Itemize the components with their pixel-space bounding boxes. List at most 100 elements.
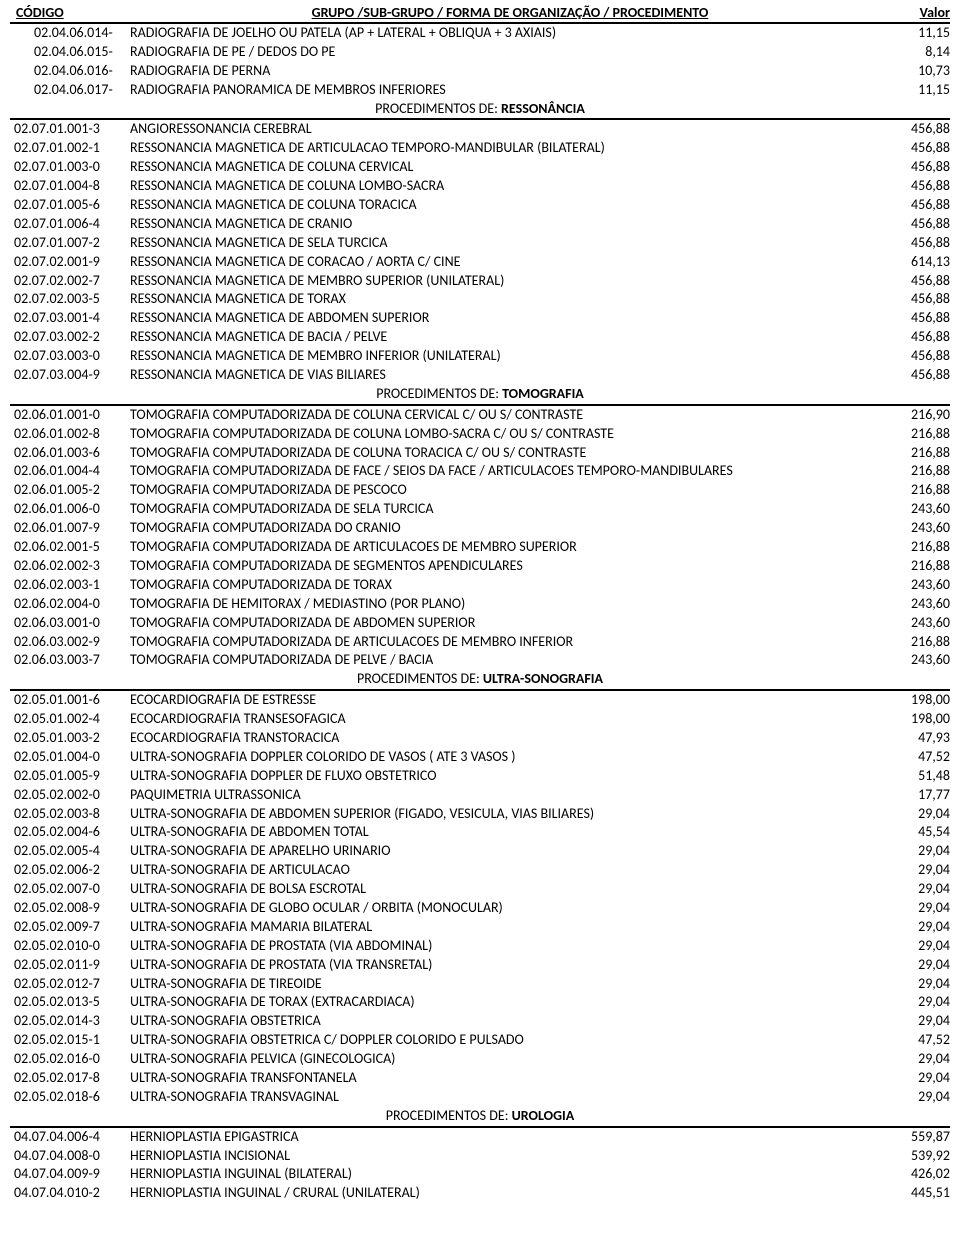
cell-desc: TOMOGRAFIA COMPUTADORIZADA DE PELVE / BA…: [130, 651, 890, 670]
table-row: 02.04.06.017-RADIOGRAFIA PANORAMICA DE M…: [10, 81, 950, 100]
table-row: 02.05.02.011-9ULTRA-SONOGRAFIA DE PROSTA…: [10, 956, 950, 975]
table-row: 02.04.06.015-RADIOGRAFIA DE PE / DEDOS D…: [10, 43, 950, 62]
cell-desc: ECOCARDIOGRAFIA TRANSTORACICA: [130, 729, 890, 748]
cell-value: 216,88: [890, 425, 950, 444]
table-row: 02.05.02.005-4ULTRA-SONOGRAFIA DE APAREL…: [10, 842, 950, 861]
cell-value: 29,04: [890, 1069, 950, 1088]
cell-desc: TOMOGRAFIA COMPUTADORIZADA DE COLUNA LOM…: [130, 425, 890, 444]
cell-code: 02.05.02.007-0: [10, 880, 130, 899]
cell-value: 29,04: [890, 880, 950, 899]
cell-code: 02.06.02.004-0: [10, 595, 130, 614]
cell-desc: RESSONANCIA MAGNETICA DE ABDOMEN SUPERIO…: [130, 309, 890, 328]
cell-value: 243,60: [890, 500, 950, 519]
cell-code: 02.06.02.002-3: [10, 557, 130, 576]
cell-code: 02.05.02.017-8: [10, 1069, 130, 1088]
cell-desc: HERNIOPLASTIA INGUINAL / CRURAL (UNILATE…: [130, 1184, 890, 1203]
cell-code: 02.05.02.010-0: [10, 937, 130, 956]
cell-code: 02.06.03.003-7: [10, 651, 130, 670]
cell-code: 02.07.02.003-5: [10, 290, 130, 309]
table-row: 02.07.01.006-4RESSONANCIA MAGNETICA DE C…: [10, 215, 950, 234]
table-row: 02.07.01.007-2RESSONANCIA MAGNETICA DE S…: [10, 234, 950, 253]
section-title-prefix: PROCEDIMENTOS DE:: [375, 100, 501, 117]
cell-value: 456,88: [890, 196, 950, 215]
table-row: 02.05.02.016-0ULTRA-SONOGRAFIA PELVICA (…: [10, 1050, 950, 1069]
cell-desc: ULTRA-SONOGRAFIA OBSTETRICA C/ DOPPLER C…: [130, 1031, 890, 1050]
cell-value: 456,88: [890, 272, 950, 291]
cell-value: 216,88: [890, 538, 950, 557]
cell-desc: RADIOGRAFIA PANORAMICA DE MEMBROS INFERI…: [130, 81, 890, 100]
cell-value: 243,60: [890, 651, 950, 670]
table-row: 02.05.02.015-1ULTRA-SONOGRAFIA OBSTETRIC…: [10, 1031, 950, 1050]
table-row: 02.06.01.001-0TOMOGRAFIA COMPUTADORIZADA…: [10, 406, 950, 425]
cell-code: 02.06.02.001-5: [10, 538, 130, 557]
cell-desc: TOMOGRAFIA COMPUTADORIZADA DE TORAX: [130, 576, 890, 595]
table-row: 04.07.04.006-4HERNIOPLASTIA EPIGASTRICA5…: [10, 1128, 950, 1147]
section-title: PROCEDIMENTOS DE: RESSONÂNCIA: [10, 100, 950, 119]
table-row: 02.07.03.002-2RESSONANCIA MAGNETICA DE B…: [10, 328, 950, 347]
cell-code: 02.05.02.003-8: [10, 805, 130, 824]
section-title-name: UROLOGIA: [512, 1107, 575, 1124]
section-title: PROCEDIMENTOS DE: ULTRA-SONOGRAFIA: [10, 670, 950, 689]
cell-desc: ULTRA-SONOGRAFIA DE PROSTATA (VIA TRANSR…: [130, 956, 890, 975]
cell-value: 11,15: [890, 24, 950, 43]
table-row: 02.07.03.004-9RESSONANCIA MAGNETICA DE V…: [10, 366, 950, 385]
cell-desc: TOMOGRAFIA COMPUTADORIZADA DE COLUNA TOR…: [130, 444, 890, 463]
table-row: 02.07.01.002-1RESSONANCIA MAGNETICA DE A…: [10, 139, 950, 158]
cell-desc: ULTRA-SONOGRAFIA DE ABDOMEN SUPERIOR (FI…: [130, 805, 890, 824]
cell-value: 11,15: [890, 81, 950, 100]
section-title: PROCEDIMENTOS DE: TOMOGRAFIA: [10, 385, 950, 404]
table-row: 02.06.01.002-8TOMOGRAFIA COMPUTADORIZADA…: [10, 425, 950, 444]
table-row: 02.05.02.009-7ULTRA-SONOGRAFIA MAMARIA B…: [10, 918, 950, 937]
cell-value: 198,00: [890, 691, 950, 710]
cell-value: 29,04: [890, 956, 950, 975]
cell-code: 02.05.01.002-4: [10, 710, 130, 729]
table-row: 02.07.02.002-7RESSONANCIA MAGNETICA DE M…: [10, 272, 950, 291]
cell-value: 198,00: [890, 710, 950, 729]
cell-code: 02.07.01.007-2: [10, 234, 130, 253]
cell-value: 29,04: [890, 805, 950, 824]
cell-value: 539,92: [890, 1147, 950, 1166]
cell-value: 47,52: [890, 748, 950, 767]
cell-desc: ULTRA-SONOGRAFIA PELVICA (GINECOLOGICA): [130, 1050, 890, 1069]
cell-value: 456,88: [890, 139, 950, 158]
cell-code: 02.05.02.004-6: [10, 823, 130, 842]
cell-value: 29,04: [890, 899, 950, 918]
cell-value: 456,88: [890, 234, 950, 253]
table-header: CÓDIGO GRUPO /SUB-GRUPO / FORMA DE ORGAN…: [10, 4, 950, 24]
cell-value: 456,88: [890, 177, 950, 196]
cell-code: 02.06.01.006-0: [10, 500, 130, 519]
cell-value: 47,52: [890, 1031, 950, 1050]
section-rows: 02.05.01.001-6ECOCARDIOGRAFIA DE ESTRESS…: [10, 691, 950, 1107]
cell-code: 02.05.02.008-9: [10, 899, 130, 918]
section-title-name: RESSONÂNCIA: [501, 100, 585, 117]
table-row: 02.04.06.014-RADIOGRAFIA DE JOELHO OU PA…: [10, 24, 950, 43]
table-row: 02.05.02.007-0ULTRA-SONOGRAFIA DE BOLSA …: [10, 880, 950, 899]
table-row: 02.07.03.003-0RESSONANCIA MAGNETICA DE M…: [10, 347, 950, 366]
cell-desc: TOMOGRAFIA DE HEMITORAX / MEDIASTINO (PO…: [130, 595, 890, 614]
cell-desc: TOMOGRAFIA COMPUTADORIZADA DE ABDOMEN SU…: [130, 614, 890, 633]
table-row: 02.06.02.002-3TOMOGRAFIA COMPUTADORIZADA…: [10, 557, 950, 576]
cell-code: 02.04.06.015-: [10, 43, 130, 62]
cell-value: 29,04: [890, 937, 950, 956]
cell-code: 04.07.04.009-9: [10, 1165, 130, 1184]
cell-desc: ULTRA-SONOGRAFIA TRANSVAGINAL: [130, 1088, 890, 1107]
cell-value: 29,04: [890, 993, 950, 1012]
cell-value: 45,54: [890, 823, 950, 842]
cell-code: 02.05.01.004-0: [10, 748, 130, 767]
table-row: 02.04.06.016-RADIOGRAFIA DE PERNA10,73: [10, 62, 950, 81]
cell-value: 456,88: [890, 120, 950, 139]
cell-code: 02.05.02.006-2: [10, 861, 130, 880]
cell-desc: TOMOGRAFIA COMPUTADORIZADA DE SELA TURCI…: [130, 500, 890, 519]
table-row: 02.07.01.003-0RESSONANCIA MAGNETICA DE C…: [10, 158, 950, 177]
cell-value: 29,04: [890, 918, 950, 937]
cell-code: 02.07.01.005-6: [10, 196, 130, 215]
cell-desc: RESSONANCIA MAGNETICA DE COLUNA LOMBO-SA…: [130, 177, 890, 196]
section-rows: 02.06.01.001-0TOMOGRAFIA COMPUTADORIZADA…: [10, 406, 950, 670]
cell-code: 02.05.02.012-7: [10, 975, 130, 994]
cell-desc: RESSONANCIA MAGNETICA DE VIAS BILIARES: [130, 366, 890, 385]
cell-desc: ULTRA-SONOGRAFIA DE BOLSA ESCROTAL: [130, 880, 890, 899]
cell-value: 216,88: [890, 462, 950, 481]
cell-desc: TOMOGRAFIA COMPUTADORIZADA DE PESCOCO: [130, 481, 890, 500]
cell-value: 17,77: [890, 786, 950, 805]
table-row: 02.07.01.005-6RESSONANCIA MAGNETICA DE C…: [10, 196, 950, 215]
